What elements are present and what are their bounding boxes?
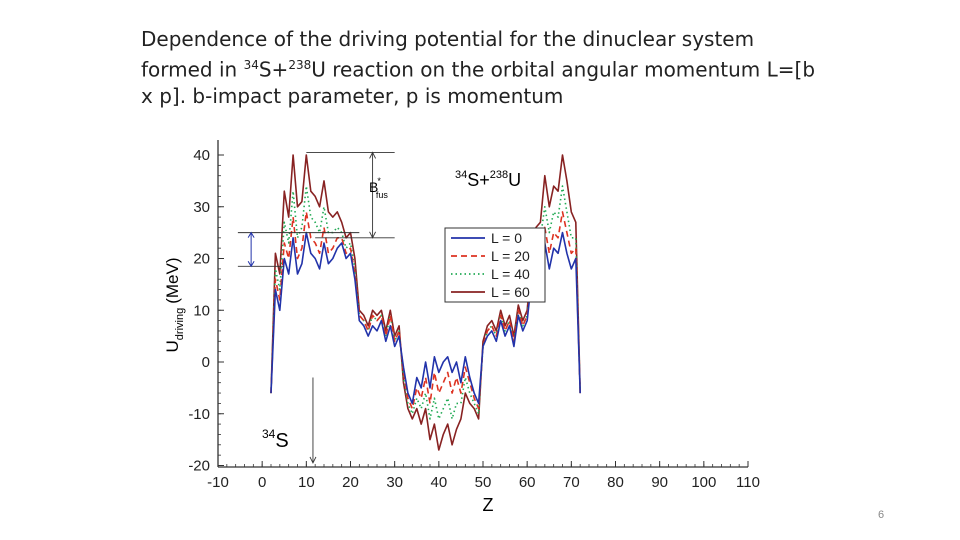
barrier-annotations	[237, 151, 395, 464]
y-tick-label: 40	[193, 147, 210, 164]
legend-box	[444, 227, 546, 303]
y-tick-label: -20	[188, 458, 210, 475]
y-tick-label: -10	[188, 406, 210, 423]
x-axis-ticks: -10 0 10 20 30 40 50 60 70 80 90 100 110	[207, 461, 760, 491]
caption-iso1-symbol: S+	[258, 57, 289, 82]
y-label-main: U	[163, 340, 182, 352]
caption-line-1: Dependence of the driving potential for …	[141, 27, 755, 51]
x-tick-label: 90	[651, 474, 668, 491]
x-tick-label: 20	[342, 474, 359, 491]
barrier-sub: fus	[376, 190, 389, 200]
caption-iso1-mass: 34	[243, 58, 259, 72]
reaction-label: 34S+238U	[455, 169, 521, 190]
caption-iso2-rest: U reaction on the orbital angular moment…	[311, 57, 816, 82]
y-tick-label: 30	[193, 199, 210, 216]
x-tick-label: 110	[736, 474, 760, 491]
y-axis-ticks: -20 -10 0 10 20 30 40	[188, 147, 224, 475]
x-tick-label: 40	[430, 474, 447, 491]
series-line-l-0	[270, 231, 581, 405]
reaction-sym1: S+	[467, 170, 490, 190]
l0-arrowhead-bottom	[247, 261, 255, 268]
caption-line-2-prefix: formed in	[141, 57, 244, 82]
reaction-sym2: U	[508, 170, 521, 190]
x-tick-label: 60	[519, 474, 536, 491]
x-tick-label: 30	[386, 474, 403, 491]
caption-iso2-mass: 238	[288, 58, 312, 72]
caption-line-2: formed in 34S+238U reaction on the orbit…	[141, 52, 821, 83]
reaction-mass1: 34	[455, 169, 467, 181]
barrier-arrowhead-top	[369, 151, 376, 159]
x-tick-label: 0	[258, 474, 266, 491]
barrier-sup: *	[377, 176, 381, 186]
projectile-arrowhead	[309, 456, 317, 464]
caption-line-3: x p]. b-impact parameter, p is momentum	[141, 83, 564, 108]
x-tick-label: 10	[298, 474, 315, 491]
barrier-arrowhead-bottom	[369, 231, 376, 239]
x-axis-label: Z	[483, 495, 494, 515]
reaction-mass2: 238	[490, 169, 508, 181]
legend: L = 0 L = 20 L = 40 L = 60	[444, 227, 546, 303]
legend-label: L = 60	[491, 284, 530, 300]
y-tick-label: 0	[202, 354, 210, 371]
slide-caption: Dependence of the driving potential for …	[141, 26, 821, 109]
x-tick-label: 100	[691, 474, 716, 491]
projectile-label: 34S	[262, 427, 289, 452]
y-label-unit: (MeV)	[163, 258, 182, 304]
barrier-label: B* fus	[369, 176, 388, 200]
legend-label: L = 40	[491, 266, 530, 282]
x-tick-label: -10	[207, 474, 229, 491]
projectile-mass: 34	[262, 427, 276, 441]
legend-label: L = 0	[491, 230, 522, 246]
projectile-sym: S	[275, 430, 288, 452]
barrier-main: B	[369, 179, 378, 195]
slide-number: 6	[878, 509, 885, 521]
legend-label: L = 20	[491, 248, 530, 264]
y-axis-label: Udriving (MeV)	[163, 258, 186, 353]
y-tick-label: 20	[193, 251, 210, 268]
y-label-sub: driving	[174, 308, 186, 340]
x-tick-label: 50	[475, 474, 492, 491]
x-tick-label: 70	[563, 474, 580, 491]
y-tick-label: 10	[193, 302, 210, 319]
l0-arrowhead-top	[247, 231, 255, 238]
x-tick-label: 80	[607, 474, 624, 491]
